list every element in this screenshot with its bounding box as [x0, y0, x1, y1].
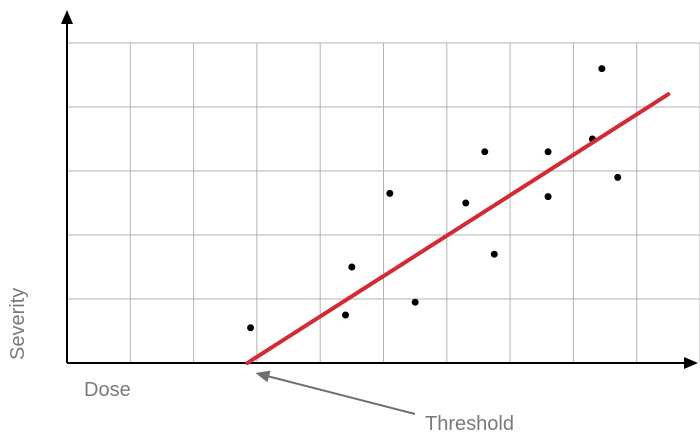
data-point — [544, 148, 552, 156]
trend-line — [245, 92, 671, 365]
data-point — [386, 189, 394, 197]
y-axis-arrow — [61, 10, 73, 24]
data-point — [614, 173, 622, 181]
data-point — [348, 263, 356, 271]
data-point — [544, 193, 552, 201]
data-point — [411, 298, 419, 306]
data-point — [598, 65, 606, 73]
x-axis-arrow — [684, 357, 698, 369]
threshold-label: Threshold — [425, 413, 514, 435]
threshold-annotation: Threshold — [255, 370, 514, 435]
x-axis-label: Dose — [84, 379, 131, 401]
data-point — [481, 148, 489, 156]
data-point — [247, 324, 255, 332]
threshold-arrow-line — [268, 375, 416, 415]
data-point — [462, 199, 470, 207]
data-points — [247, 65, 622, 332]
threshold-arrow-head — [255, 370, 271, 383]
y-axis-label: Severity — [7, 288, 29, 360]
data-point — [490, 250, 498, 258]
axes — [61, 10, 698, 369]
gridlines — [67, 42, 700, 363]
data-point — [342, 311, 350, 319]
